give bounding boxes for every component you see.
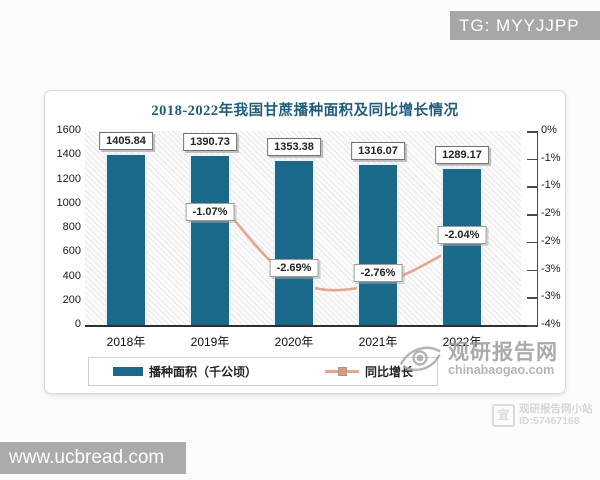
bar-2018年: [107, 154, 145, 325]
right-axis: 0% -1% -1% -2% -2% -3% -3% -4%: [541, 124, 567, 331]
y-tick-label: 600: [62, 245, 81, 258]
x-tick-label: 2018年: [106, 335, 146, 349]
x-tick-label: 2020年: [274, 335, 314, 349]
bar-value-label: 1316.07: [351, 142, 405, 161]
right-tick-label: -3%: [541, 290, 561, 303]
corner-site-id: ID:57467168: [519, 415, 580, 427]
corner-watermark: 宜 观研报告网小站 ID:57467168: [492, 403, 593, 427]
y-tick-label: 1600: [56, 124, 81, 136]
x-tick-label: 2019年: [190, 335, 230, 349]
legend-growth-label: 同比增长: [365, 365, 414, 379]
growth-value-label: -2.69%: [269, 259, 319, 278]
x-tick-label: 2021年: [358, 335, 398, 349]
bar-value-label: 1353.38: [267, 137, 321, 156]
legend-area-label: 播种面积（千公顷）: [148, 365, 257, 379]
bar-2022年: [443, 168, 481, 325]
bar-value-label: 1405.84: [99, 131, 153, 150]
corner-site-name: 观研报告网小站: [519, 403, 593, 415]
bar-2019年: [191, 156, 229, 325]
plot-area: 1405.84 1390.73 1353.38 1316.07 1289.17 -1.07…: [85, 131, 521, 325]
growth-value-label: -1.07%: [185, 203, 235, 222]
right-tick-mark: [527, 325, 537, 327]
right-tick-mark: [527, 297, 537, 299]
x-tick-label: 2022年: [442, 335, 482, 349]
chart-panel: 2018-2022年我国甘蔗播种面积及同比增长情况 1600 1400 1200 10…: [44, 90, 566, 394]
eye-icon: [399, 346, 441, 371]
y-tick-label: 200: [62, 293, 81, 306]
growth-value-label: -2.76%: [353, 264, 403, 282]
corner-logo-icon: 宜: [492, 403, 515, 427]
y-tick-label: 400: [62, 269, 81, 282]
brand-domain: chinabaogao.com: [448, 363, 555, 377]
x-axis-labels: 2018年 2019年 2020年 2021年 2022年: [85, 333, 521, 349]
right-tick-label: 0%: [541, 124, 557, 136]
right-tick-label: -1%: [541, 179, 561, 192]
right-axis-line: [536, 131, 539, 326]
legend-item-area: 播种面积（千公顷）: [112, 363, 257, 380]
bar-value-label: 1390.73: [183, 133, 237, 152]
y-tick-label: 800: [62, 221, 81, 233]
legend-line-swatch: [325, 367, 359, 377]
growth-value-label: -2.04%: [437, 226, 487, 245]
right-tick-mark: [527, 186, 537, 188]
chart-title: 2018-2022年我国甘蔗播种面积及同比增长情况: [151, 103, 459, 119]
url-watermark-badge: www.ucbread.com: [0, 442, 186, 474]
y-tick-label: 1400: [56, 148, 81, 161]
right-tick-label: -3%: [541, 262, 561, 275]
brand-name: 观研报告网: [448, 341, 558, 364]
right-tick-label: -2%: [541, 207, 561, 220]
x-axis-line: [85, 324, 538, 327]
right-tick-label: -2%: [541, 234, 561, 247]
left-axis: 1600 1400 1200 1000 800 600 400 200 0: [47, 124, 81, 330]
y-tick-label: 1000: [56, 196, 81, 209]
right-tick-mark: [527, 158, 537, 161]
right-tick-mark: [527, 131, 537, 133]
bar-2021年: [359, 165, 397, 325]
right-tick-mark: [527, 241, 537, 244]
y-tick-label: 1200: [56, 172, 81, 185]
bar-value-label: 1289.17: [435, 145, 489, 164]
brand-watermark: 观研报告网 chinabaogao.com: [397, 341, 558, 377]
legend-bar-swatch: [112, 367, 143, 376]
bar-2020年: [275, 160, 313, 325]
right-tick-mark: [527, 214, 537, 216]
legend: 播种面积（千公顷） 同比增长: [88, 357, 438, 386]
right-tick-label: -1%: [541, 151, 561, 164]
legend-item-growth: 同比增长: [325, 363, 413, 380]
right-tick-mark: [527, 269, 537, 272]
tg-watermark-badge: TG: MYYJJPP: [450, 11, 600, 40]
y-tick-label: 0: [74, 318, 81, 330]
right-tick-label: -4%: [541, 318, 561, 330]
